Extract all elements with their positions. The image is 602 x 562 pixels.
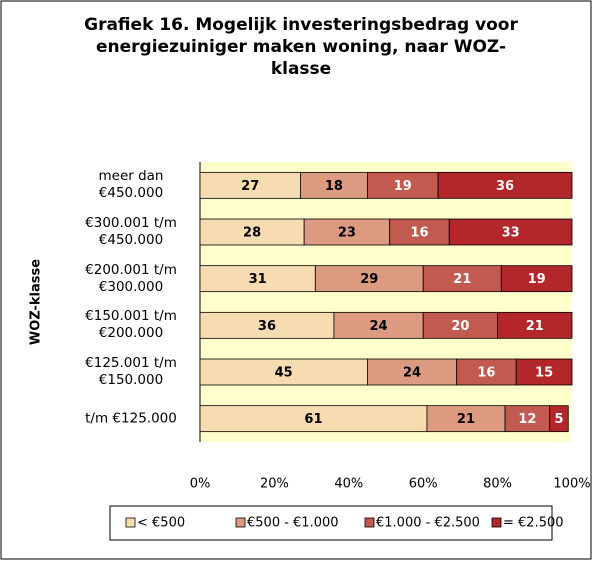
data-label: 19: [528, 272, 546, 287]
data-label: 36: [496, 179, 514, 194]
data-label: 18: [325, 179, 343, 194]
legend-label: = €2.500: [503, 516, 564, 531]
data-label: 5: [554, 412, 563, 427]
bar-segment: [500, 265, 573, 293]
data-label: 33: [502, 226, 520, 241]
data-label: 24: [403, 366, 421, 381]
data-label: 12: [518, 412, 536, 427]
x-tick-label: 40%: [334, 477, 363, 492]
bar-segment: [199, 311, 335, 339]
data-label: 21: [453, 272, 471, 287]
data-label: 24: [370, 319, 388, 334]
x-tick-label: 80%: [483, 477, 512, 492]
legend-swatch: [364, 517, 375, 528]
bar-segment: [448, 218, 573, 246]
legend-swatch: [235, 517, 246, 528]
bar-segment: [515, 358, 573, 386]
bar-segment: [303, 218, 391, 246]
data-label: 15: [535, 366, 553, 381]
plot-area: [200, 162, 572, 442]
legend-label: < €500: [137, 516, 185, 531]
category-label: meer dan €450.000: [98, 168, 164, 202]
bar-segment: [199, 405, 428, 433]
data-label: 19: [394, 179, 412, 194]
data-label: 36: [258, 319, 276, 334]
category-label: €300.001 t/m €450.000: [85, 215, 177, 248]
bar-segment: [199, 218, 305, 246]
legend-swatch: [491, 517, 502, 528]
data-label: 27: [241, 179, 259, 194]
x-tick-label: 60%: [409, 477, 438, 492]
data-label: 21: [457, 412, 475, 427]
bar-segment: [199, 358, 368, 386]
bar-segment: [366, 171, 439, 199]
data-label: 29: [360, 272, 378, 287]
legend-box: [109, 505, 553, 541]
category-label: t/m €125.000: [85, 410, 177, 427]
bar-segment: [314, 265, 424, 293]
bar-segment: [456, 358, 517, 386]
bar-segment: [300, 171, 368, 199]
category-label: €150.001 t/m €200.000: [85, 308, 177, 342]
x-tick-label: 20%: [260, 477, 289, 492]
data-label: 21: [526, 319, 544, 334]
data-label: 28: [243, 226, 261, 241]
data-label: 61: [304, 412, 322, 427]
bar-segment: [422, 265, 502, 293]
category-label: €125.001 t/m €150.000: [85, 355, 177, 388]
data-label: 16: [410, 226, 428, 241]
legend-label: €500 - €1.000: [247, 516, 339, 531]
data-label: 20: [451, 319, 469, 334]
legend-label: €1.000 - €2.500: [376, 516, 480, 531]
category-label: €200.001 t/m €300.000: [85, 261, 177, 295]
x-tick-label: 0%: [190, 477, 211, 492]
y-axis-title: WOZ-klasse: [29, 259, 44, 345]
bar-segment: [437, 171, 573, 199]
bar-segment: [389, 218, 450, 246]
data-label: 16: [477, 366, 495, 381]
data-label: 45: [275, 366, 293, 381]
bar-segment: [426, 405, 506, 433]
chart-title: Grafiek 16. Mogelijk investeringsbedrag …: [84, 15, 518, 79]
bar-segment: [549, 405, 569, 433]
data-label: 31: [249, 272, 267, 287]
bar-segment: [199, 265, 316, 293]
x-tick-label: 100%: [553, 477, 590, 492]
data-label: 23: [338, 226, 356, 241]
bar-segment: [497, 311, 573, 339]
bar-segment: [504, 405, 551, 433]
legend-swatch: [125, 517, 136, 528]
bar-segment: [199, 171, 301, 199]
